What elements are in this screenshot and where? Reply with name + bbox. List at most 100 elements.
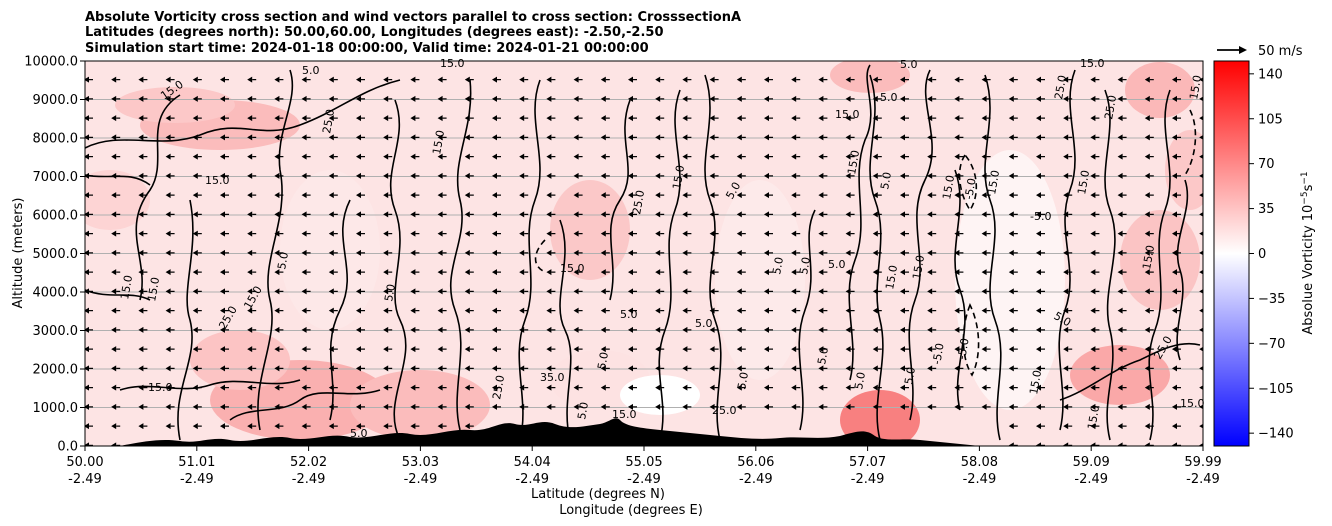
wind-vector-arrow xyxy=(247,115,257,122)
contour-line xyxy=(518,79,541,441)
wind-vector-arrow xyxy=(492,384,501,391)
wind-vector-arrow xyxy=(1144,403,1154,410)
wind-vector-arrow xyxy=(437,326,447,333)
wind-vector-arrow xyxy=(301,384,311,391)
wind-vector-arrow xyxy=(1199,231,1203,236)
wind-vector-arrow xyxy=(655,326,665,333)
wind-vector-arrow xyxy=(600,153,610,160)
wind-vector-arrow xyxy=(1199,289,1203,294)
wind-vector-arrow xyxy=(981,403,991,410)
wind-vector-arrow xyxy=(111,192,121,199)
wind-vector-arrow xyxy=(328,192,338,199)
wind-vector-arrow xyxy=(1008,288,1018,295)
wind-vector-arrow xyxy=(1199,192,1203,198)
wind-vector-arrow xyxy=(1063,403,1073,410)
wind-vector-arrow xyxy=(845,115,855,122)
x-tick-label-longitude: -2.49 xyxy=(68,472,102,487)
wind-vector-arrow xyxy=(791,76,801,83)
wind-vector-arrow xyxy=(600,211,610,218)
wind-vector-arrow xyxy=(165,172,175,179)
wind-vector-arrow xyxy=(328,211,338,218)
wind-vector-arrow xyxy=(1036,269,1045,276)
x-tick-label-longitude: -2.49 xyxy=(180,472,214,487)
wind-vector-arrow xyxy=(383,153,393,160)
wind-vector-arrow xyxy=(682,134,692,141)
wind-vector-arrow xyxy=(573,288,583,295)
wind-vector-arrow xyxy=(682,403,692,410)
wind-vector-arrow xyxy=(764,230,773,237)
wind-vector-arrow xyxy=(274,307,284,314)
wind-vector-arrow xyxy=(1144,95,1154,102)
wind-vector-arrow xyxy=(981,326,991,333)
wind-vector-arrow xyxy=(573,192,583,199)
wind-vector-arrow xyxy=(464,230,474,237)
wind-vector-arrow xyxy=(764,76,773,83)
wind-vector-arrow xyxy=(1063,192,1073,199)
wind-vector-arrow xyxy=(954,211,964,218)
wind-vector-arrow xyxy=(1036,442,1045,446)
wind-vector-arrow xyxy=(410,115,420,122)
wind-vector-arrow xyxy=(85,76,93,83)
x-tick-label-latitude: 59.09 xyxy=(1073,455,1110,470)
wind-vector-arrow xyxy=(791,115,801,122)
wind-vector-arrow xyxy=(192,115,202,122)
contour-line xyxy=(85,289,151,301)
wind-vector-arrow xyxy=(818,192,828,199)
contour-line xyxy=(389,99,407,441)
wind-vector-arrow xyxy=(546,115,556,122)
wind-vector-arrow xyxy=(274,95,284,102)
x-tick-label-longitude: -2.49 xyxy=(963,472,997,487)
wind-vector-arrow xyxy=(1144,192,1154,199)
contour-label: 15.0 xyxy=(670,164,687,190)
wind-vector-arrow xyxy=(247,230,257,237)
wind-vector-arrow xyxy=(1144,423,1154,430)
wind-vector-arrow xyxy=(85,230,93,237)
wind-vector-arrow xyxy=(111,172,121,179)
wind-vector-arrow xyxy=(519,192,529,199)
wind-vector-arrow xyxy=(900,403,909,410)
wind-vector-arrow xyxy=(764,384,773,391)
wind-vector-arrow xyxy=(410,230,420,237)
wind-vector-arrow xyxy=(709,384,719,391)
wind-vector-arrow xyxy=(492,211,501,218)
wind-vector-arrow xyxy=(600,269,610,276)
wind-vector-arrow xyxy=(1063,76,1073,83)
wind-vector-arrow xyxy=(220,230,229,237)
wind-vector-arrow xyxy=(356,346,365,353)
x-tick-label-latitude: 58.08 xyxy=(961,455,998,470)
wind-vector-arrow xyxy=(1144,442,1154,446)
wind-vector-arrow xyxy=(1199,212,1203,217)
contour-label: 15.0 xyxy=(1085,404,1102,430)
wind-vector-arrow xyxy=(220,326,229,333)
contour-line-negative xyxy=(1184,109,1197,176)
wind-vector-arrow xyxy=(736,288,746,295)
contour-lines xyxy=(85,64,1201,441)
wind-vector-arrow xyxy=(220,153,229,160)
wind-vector-arrow xyxy=(165,307,175,314)
wind-vector-arrow xyxy=(1090,423,1100,430)
wind-vector-arrow xyxy=(900,230,909,237)
wind-vector-arrow xyxy=(492,153,501,160)
wind-vector-arrow xyxy=(85,192,93,199)
wind-vector-arrow xyxy=(410,153,420,160)
wind-vector-arrow xyxy=(818,307,828,314)
wind-vector-arrow xyxy=(845,134,855,141)
contour-label: 5.0 xyxy=(900,58,918,71)
wind-vector-arrow xyxy=(1008,134,1018,141)
wind-vector-arrow xyxy=(546,384,556,391)
wind-vector-arrow xyxy=(301,134,311,141)
wind-vector-arrow xyxy=(1090,442,1100,446)
contour-label: 5.0 xyxy=(878,171,894,190)
terrain-silhouette xyxy=(85,418,980,446)
chart-title-line-1: Absolute Vorticity cross section and win… xyxy=(85,10,741,25)
wind-vector-arrow xyxy=(328,76,338,83)
wind-vector-arrow xyxy=(301,307,311,314)
wind-vector-arrow xyxy=(383,288,393,295)
wind-vector-arrow xyxy=(628,346,637,353)
wind-vector-arrow xyxy=(1199,423,1203,429)
colorbar-gradient xyxy=(1213,60,1250,447)
wind-vector-arrow xyxy=(927,95,937,102)
wind-vector-arrow xyxy=(981,249,991,256)
wind-vector-arrow xyxy=(1117,192,1127,199)
wind-vector-arrow xyxy=(954,95,964,102)
